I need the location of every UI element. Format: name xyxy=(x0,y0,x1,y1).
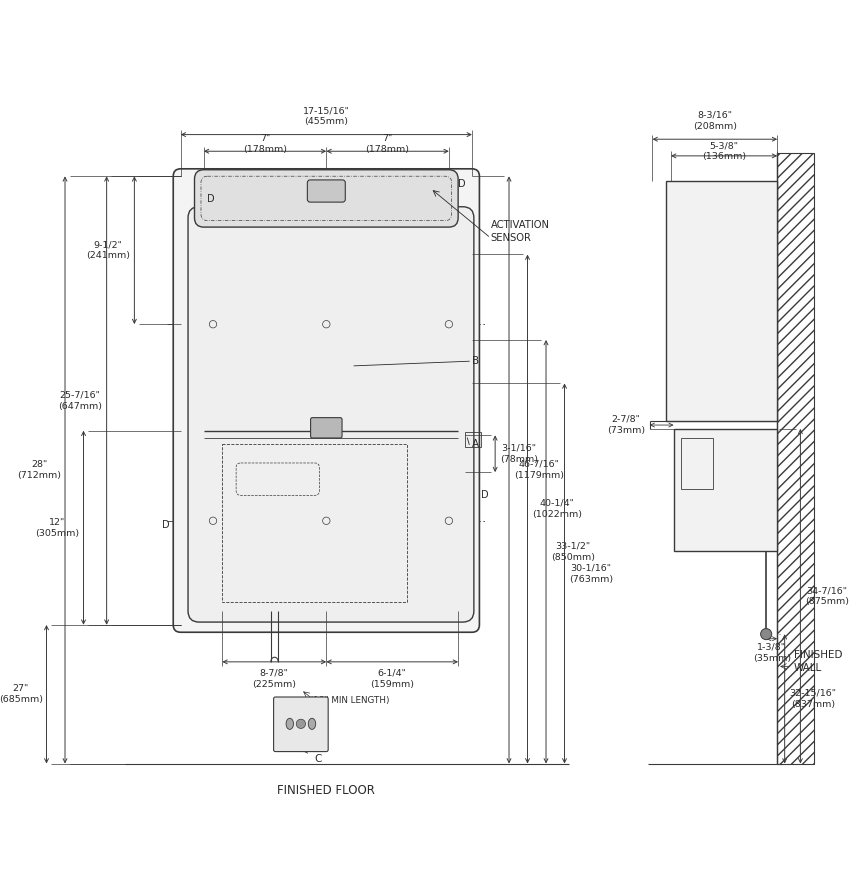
Text: 27"
(685mm): 27" (685mm) xyxy=(0,684,42,704)
FancyBboxPatch shape xyxy=(274,697,328,752)
Ellipse shape xyxy=(286,718,293,730)
Circle shape xyxy=(297,719,305,729)
Text: 3-1/16"
(78mm): 3-1/16" (78mm) xyxy=(500,443,538,463)
Text: 5-3/8"
(136mm): 5-3/8" (136mm) xyxy=(702,141,746,161)
Text: FINISHED FLOOR: FINISHED FLOOR xyxy=(277,784,375,797)
Text: (18" MIN LENGTH): (18" MIN LENGTH) xyxy=(310,696,389,705)
Bar xyxy=(681,438,713,489)
Text: 9-1/2"
(241mm): 9-1/2" (241mm) xyxy=(86,240,130,260)
Text: A: A xyxy=(472,440,479,449)
Text: D: D xyxy=(207,194,215,204)
Text: 28"
(712mm): 28" (712mm) xyxy=(17,460,61,480)
Text: D: D xyxy=(162,520,169,530)
Bar xyxy=(222,444,407,602)
FancyBboxPatch shape xyxy=(173,169,479,632)
FancyBboxPatch shape xyxy=(308,180,345,202)
Text: 8-3/16"
(208mm): 8-3/16" (208mm) xyxy=(693,110,737,131)
Text: C: C xyxy=(314,754,322,764)
Text: 2-7/8"
(73mm): 2-7/8" (73mm) xyxy=(607,415,645,435)
Text: 17-15/16"
(455mm): 17-15/16" (455mm) xyxy=(303,106,349,126)
FancyBboxPatch shape xyxy=(310,418,342,438)
FancyBboxPatch shape xyxy=(188,207,473,622)
Text: 46-7/16"
(1179mm): 46-7/16" (1179mm) xyxy=(513,460,564,480)
Text: ACTIVATION
SENSOR: ACTIVATION SENSOR xyxy=(490,220,549,244)
Bar xyxy=(666,180,777,421)
Text: FINISHED
WALL: FINISHED WALL xyxy=(794,650,842,674)
Text: D: D xyxy=(458,179,466,188)
Text: D: D xyxy=(481,491,489,500)
FancyBboxPatch shape xyxy=(195,170,458,227)
Text: 7"
(178mm): 7" (178mm) xyxy=(366,134,410,154)
Text: 34-7/16"
(875mm): 34-7/16" (875mm) xyxy=(805,586,849,606)
Text: 8-7/8"
(225mm): 8-7/8" (225mm) xyxy=(252,668,297,689)
Ellipse shape xyxy=(309,718,315,730)
Text: 12"
(305mm): 12" (305mm) xyxy=(35,518,79,538)
Text: 25-7/16"
(647mm): 25-7/16" (647mm) xyxy=(58,391,102,411)
Text: 33-1/2"
(850mm): 33-1/2" (850mm) xyxy=(551,541,595,562)
Text: 6-1/4"
(159mm): 6-1/4" (159mm) xyxy=(371,668,414,689)
Text: B: B xyxy=(472,357,479,366)
Circle shape xyxy=(761,629,772,639)
Bar xyxy=(465,433,481,448)
Text: 7"
(178mm): 7" (178mm) xyxy=(243,134,287,154)
Text: 40-1/4"
(1022mm): 40-1/4" (1022mm) xyxy=(532,499,582,519)
Text: 30-1/16"
(763mm): 30-1/16" (763mm) xyxy=(570,563,613,583)
Text: 1-3/8"
(35mm): 1-3/8" (35mm) xyxy=(752,643,790,662)
Text: 32-15/16"
(837mm): 32-15/16" (837mm) xyxy=(790,689,836,709)
Bar xyxy=(674,428,777,551)
Bar xyxy=(777,153,814,764)
